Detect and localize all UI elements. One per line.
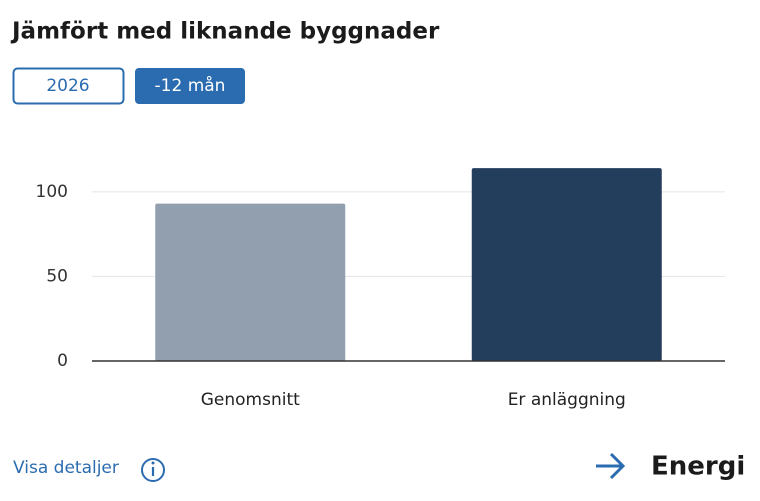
widget-title: Jämfört med liknande byggnader (10, 19, 440, 45)
x-tick-label: Genomsnitt (201, 390, 300, 410)
tab-label[interactable]: 2026 (46, 76, 89, 96)
tab-button-active[interactable] (135, 68, 245, 104)
tab-button[interactable] (12, 67, 125, 105)
details-link[interactable]: Visa detaljer (13, 458, 119, 478)
nav-arrow[interactable] (596, 452, 626, 480)
nav-label[interactable]: Energi (651, 452, 745, 482)
bar (471, 168, 662, 361)
tab-label[interactable]: -12 mån (155, 75, 226, 96)
y-tick-label: 100 (36, 182, 68, 202)
info-icon[interactable] (141, 458, 165, 482)
y-tick-label: 50 (46, 266, 68, 286)
plot: 0 50 100 Genomsnitt Er anläggning (36, 168, 725, 410)
x-tick-label: Er anläggning (508, 390, 626, 410)
y-tick-label: 0 (57, 351, 68, 371)
bar (155, 203, 346, 361)
